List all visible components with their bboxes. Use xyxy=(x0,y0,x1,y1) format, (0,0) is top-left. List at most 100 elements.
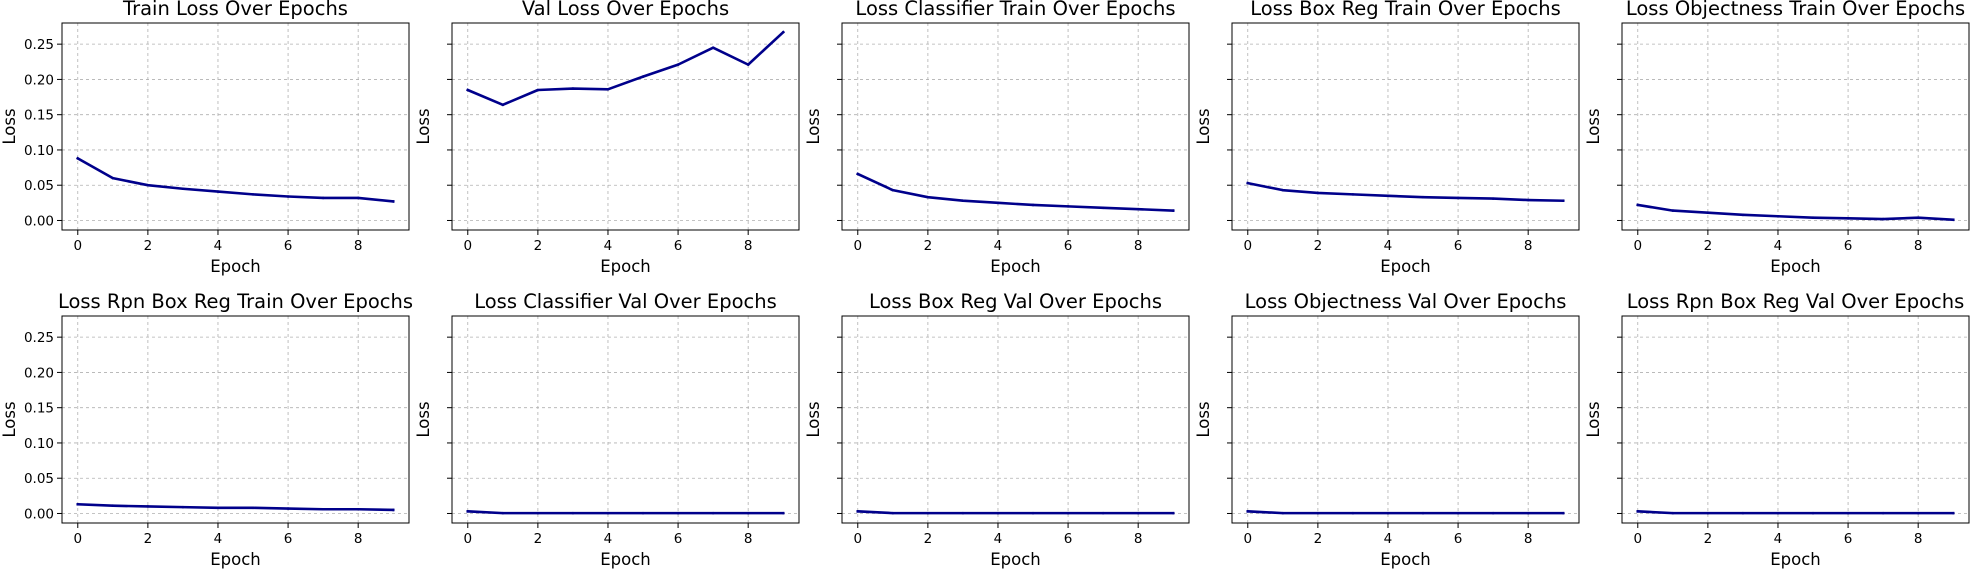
x-axis-label: Epoch xyxy=(210,550,261,569)
x-axis-label: Epoch xyxy=(1380,550,1431,569)
data-point xyxy=(466,88,470,92)
axes-frame xyxy=(841,22,1190,231)
x-tick-label: 6 xyxy=(1844,238,1853,254)
data-point xyxy=(1706,511,1710,515)
plot-area xyxy=(452,23,799,230)
data-point xyxy=(216,506,220,510)
data-point xyxy=(1916,216,1920,219)
subplot-title: Loss Classifier Train Over Epochs xyxy=(855,0,1175,20)
data-point xyxy=(1316,511,1320,515)
data-point xyxy=(1741,511,1745,515)
data-point xyxy=(286,195,290,198)
data-point xyxy=(391,508,395,512)
subplot: 0 2 4 6 8 Loss Classifier Train Over Epochs Ep… xyxy=(804,0,1190,276)
x-tick-label: 6 xyxy=(674,531,683,547)
data-point xyxy=(1031,203,1035,207)
y-axis-label: Loss xyxy=(1584,401,1603,437)
data-point xyxy=(996,201,1000,205)
data-point xyxy=(1246,510,1250,513)
data-point xyxy=(1171,511,1175,515)
x-tick-label: 2 xyxy=(534,531,543,547)
y-axis-label: Loss xyxy=(804,401,823,437)
axes-frame xyxy=(451,22,800,231)
x-tick-label: 0 xyxy=(1633,531,1642,547)
x-tick-label: 6 xyxy=(1454,238,1463,254)
y-tick-label: 0.25 xyxy=(24,37,54,53)
x-tick-label: 8 xyxy=(1524,531,1533,547)
loss-line xyxy=(1636,509,1955,515)
data-point xyxy=(1846,217,1850,220)
data-point xyxy=(1881,217,1885,221)
data-point xyxy=(1316,191,1320,195)
data-point xyxy=(536,88,540,92)
x-tick-label: 4 xyxy=(994,238,1003,254)
y-axis-label: Loss xyxy=(414,401,433,437)
x-tick-label: 6 xyxy=(1064,531,1073,547)
data-point xyxy=(356,196,360,200)
loss-line xyxy=(75,156,395,203)
data-point xyxy=(1491,197,1495,200)
subplot: 0 2 4 6 8 Loss Objectness Train Over Epochs Ep… xyxy=(1584,0,1970,276)
data-point xyxy=(1741,213,1745,217)
data-point xyxy=(321,507,325,511)
data-point xyxy=(286,507,290,510)
data-point xyxy=(1561,199,1565,203)
y-tick-label: 0.20 xyxy=(24,72,54,88)
data-point xyxy=(391,200,395,203)
subplot: 0 2 4 6 8 Val Loss Over Epochs Epoch Loss xyxy=(414,0,800,276)
subplot: 0 2 4 6 8 Loss Objectness Val Over Epochs Epoc… xyxy=(1194,290,1580,569)
plot-area xyxy=(62,316,409,523)
x-tick-label: 4 xyxy=(1384,531,1393,547)
data-point xyxy=(1951,218,1955,222)
data-point xyxy=(1636,203,1640,207)
subplot-title: Val Loss Over Epochs xyxy=(522,0,729,20)
data-point xyxy=(1031,511,1035,515)
x-tick-label: 8 xyxy=(1914,531,1923,547)
x-axis-label: Epoch xyxy=(210,257,261,276)
data-point xyxy=(961,511,965,515)
y-axis-label: Loss xyxy=(1194,108,1213,144)
y-tick-label: 0.05 xyxy=(24,178,54,194)
data-point xyxy=(781,511,785,515)
plot-area xyxy=(1232,316,1579,523)
data-point xyxy=(1951,511,1955,515)
subplot: 0 2 4 6 8 Loss Box Reg Train Over Epochs Epoch… xyxy=(1194,0,1580,276)
axes-frame xyxy=(61,315,410,524)
data-point xyxy=(676,511,680,515)
x-axis-label: Epoch xyxy=(1770,257,1821,276)
axes-frame xyxy=(1231,315,1580,524)
data-point xyxy=(1776,511,1780,515)
data-point xyxy=(501,103,505,107)
loss-line xyxy=(466,509,785,515)
plot-area xyxy=(842,23,1189,230)
y-tick-label: 0.05 xyxy=(24,471,54,487)
subplot-title: Loss Rpn Box Reg Train Over Epochs xyxy=(58,290,413,313)
data-point xyxy=(641,75,645,78)
subplot-title: Loss Objectness Val Over Epochs xyxy=(1245,290,1567,313)
plot-area xyxy=(62,23,409,230)
x-tick-label: 0 xyxy=(463,531,472,547)
data-point xyxy=(1351,193,1355,196)
data-point xyxy=(571,511,575,515)
data-point xyxy=(1066,511,1070,515)
data-point xyxy=(1811,216,1815,219)
data-point xyxy=(571,87,575,90)
data-point xyxy=(1776,214,1780,218)
x-tick-label: 0 xyxy=(853,531,862,547)
data-point xyxy=(961,199,965,203)
data-point xyxy=(1421,511,1425,515)
data-point xyxy=(1916,511,1920,515)
data-point xyxy=(1281,188,1285,192)
x-tick-label: 8 xyxy=(744,238,753,254)
x-tick-label: 2 xyxy=(1704,238,1713,254)
data-point xyxy=(711,46,715,49)
subplot-title: Loss Classifier Val Over Epochs xyxy=(474,290,777,313)
x-axis-label: Epoch xyxy=(1770,550,1821,569)
axes-frame xyxy=(1231,22,1580,231)
x-tick-label: 0 xyxy=(73,531,82,547)
data-point xyxy=(1491,511,1495,515)
data-point xyxy=(891,188,895,192)
subplot-title: Train Loss Over Epochs xyxy=(122,0,348,20)
data-point xyxy=(501,511,505,515)
plot-area xyxy=(452,316,799,523)
